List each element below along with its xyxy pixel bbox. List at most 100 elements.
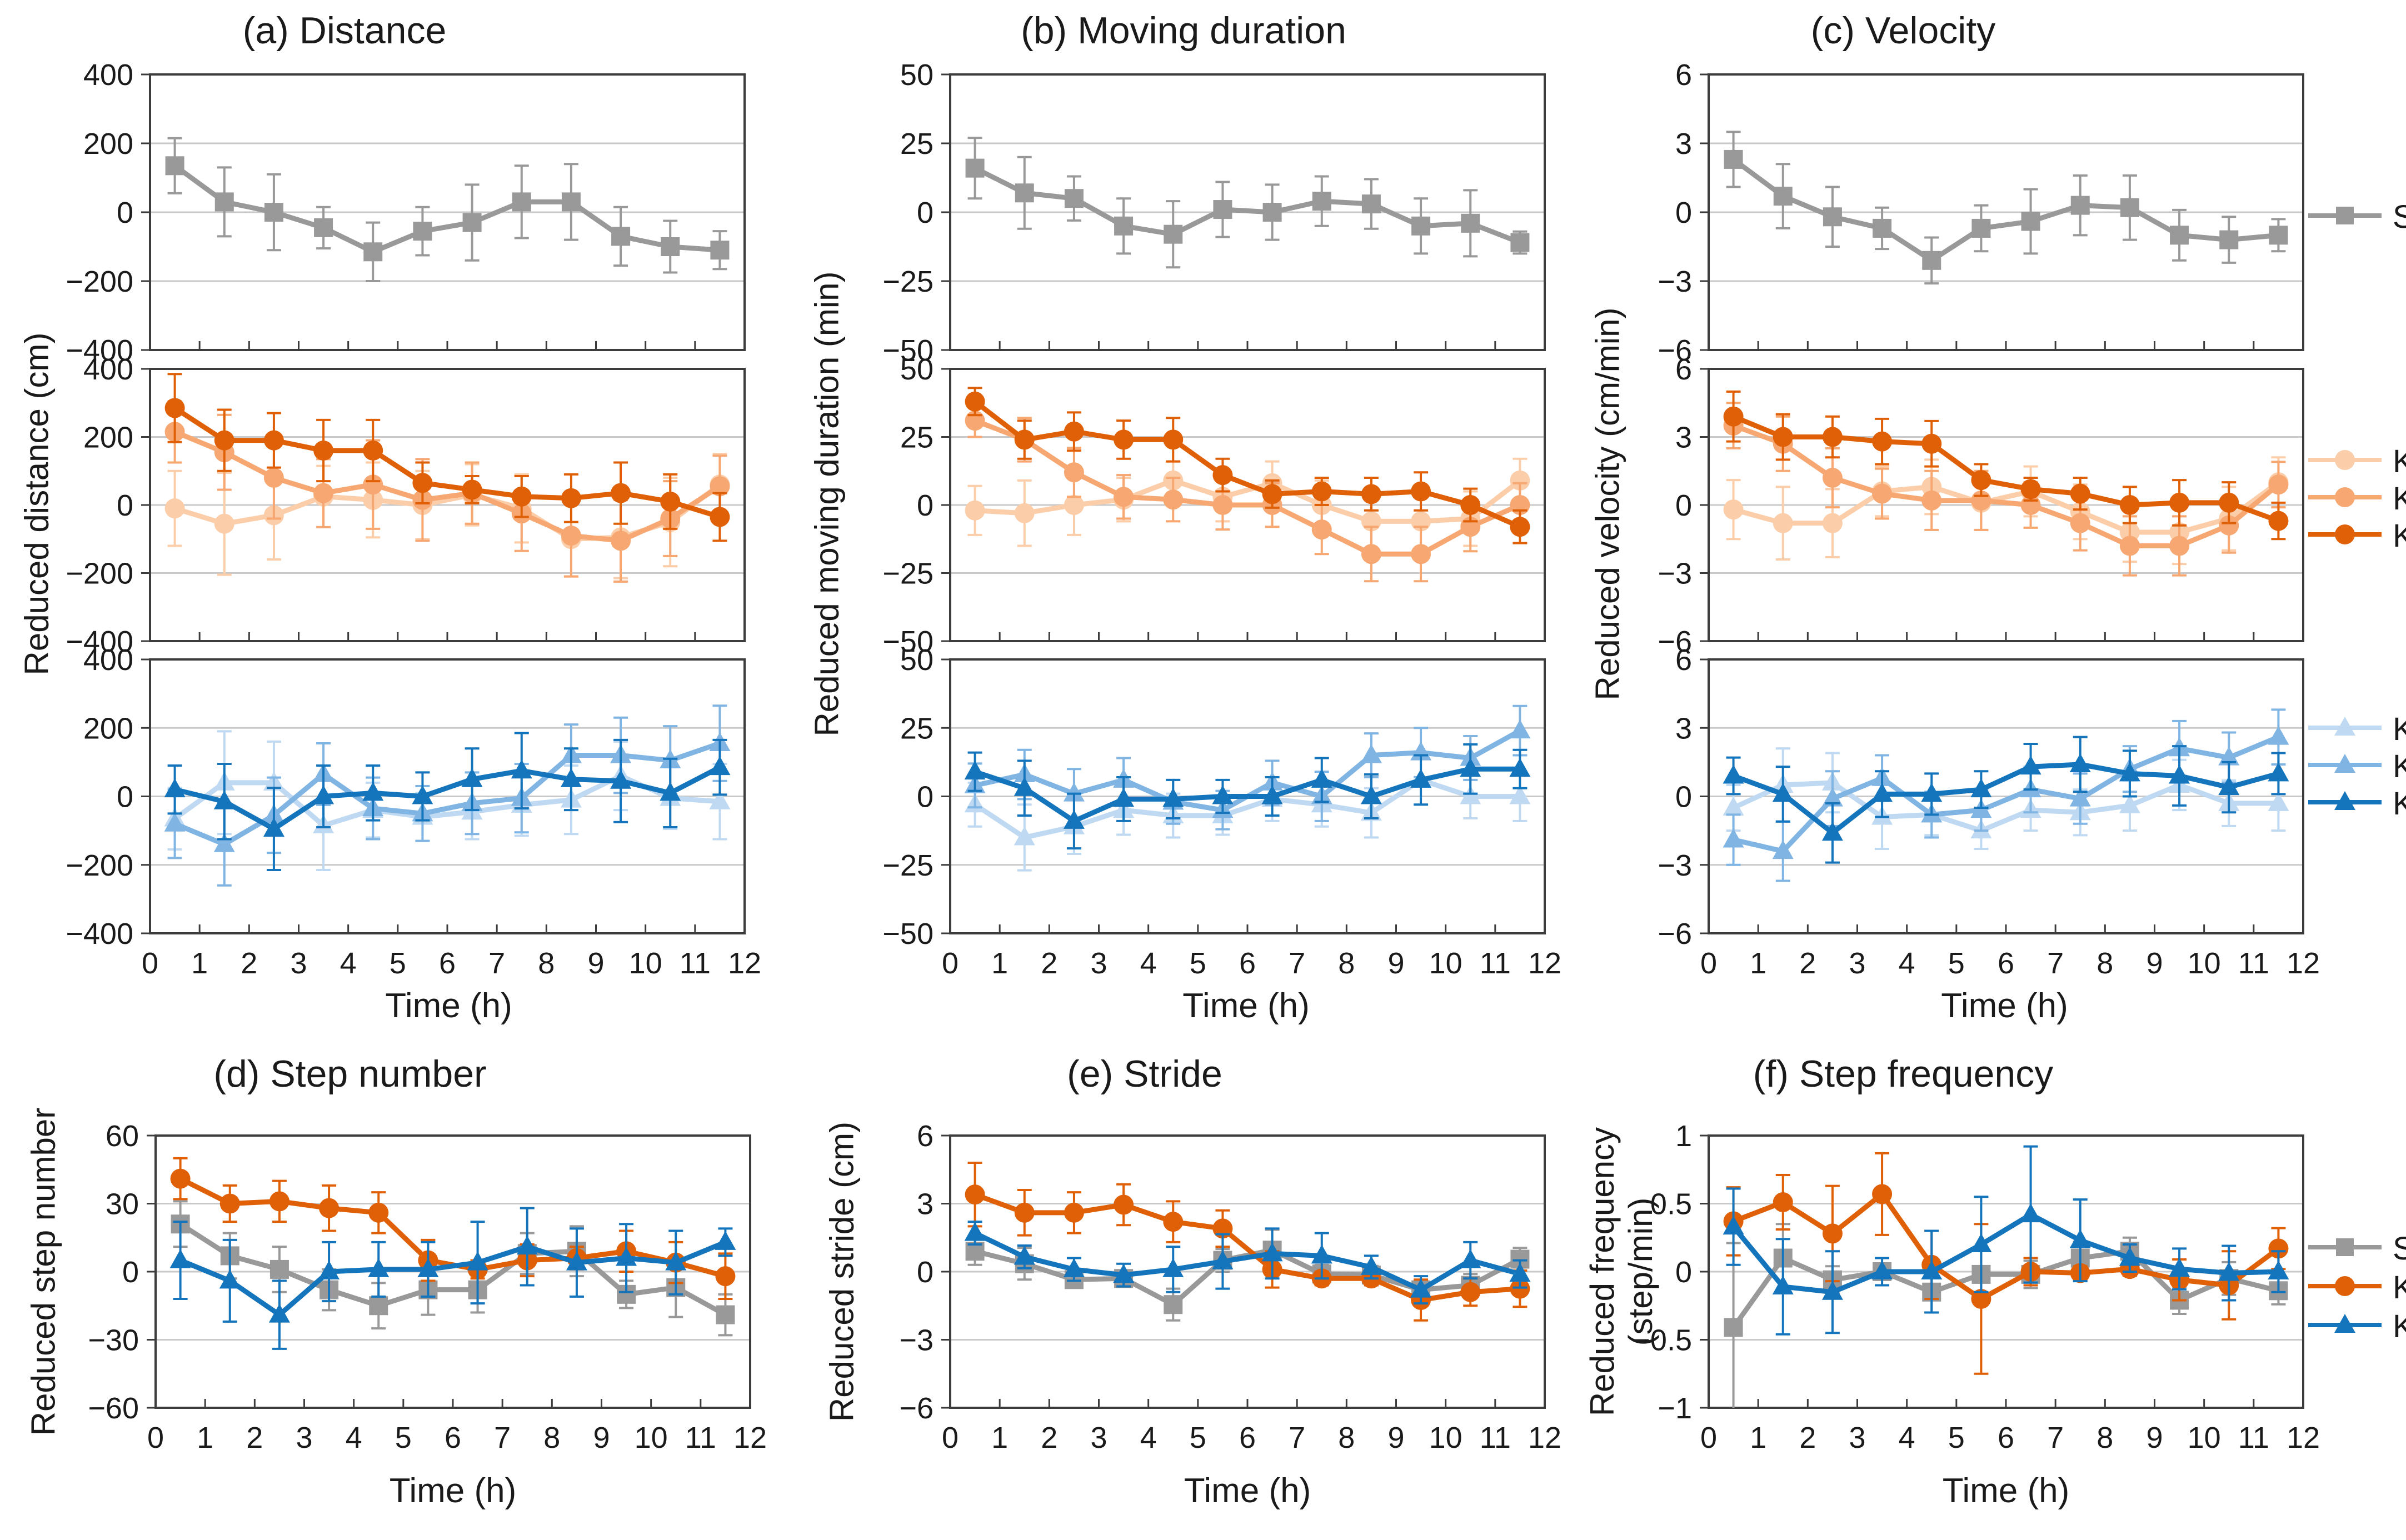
legend-item-s: S — [2306, 197, 2406, 236]
svg-text:−200: −200 — [66, 557, 133, 591]
svg-text:5: 5 — [1948, 947, 1965, 980]
svg-text:7: 7 — [1289, 1421, 1305, 1454]
svg-text:−6: −6 — [899, 1392, 934, 1425]
svg-text:−50: −50 — [882, 334, 934, 367]
svg-text:12: 12 — [733, 1421, 767, 1454]
svg-text:25: 25 — [900, 712, 934, 745]
svg-text:−400: −400 — [66, 334, 133, 367]
svg-text:0: 0 — [942, 947, 959, 980]
legend-label-s: S — [2393, 198, 2406, 235]
panel-f-chart: 1 0.5 0 −0.5 −1 0 1 2 3 4 5 6 7 8 9 10 11 12 — [1614, 1113, 2400, 1491]
svg-text:6: 6 — [917, 1119, 934, 1153]
svg-text:−6: −6 — [1658, 334, 1692, 367]
svg-text:8: 8 — [2096, 1421, 2113, 1454]
svg-text:50: 50 — [900, 353, 934, 386]
svg-text:1: 1 — [197, 1421, 213, 1454]
svg-text:9: 9 — [593, 1421, 610, 1454]
svg-text:25: 25 — [900, 127, 934, 161]
svg-text:11: 11 — [2238, 1421, 2269, 1454]
svg-text:8: 8 — [538, 947, 555, 980]
svg-text:12: 12 — [728, 947, 761, 980]
panel-d-ylabel: Reduced step number — [24, 1107, 62, 1436]
svg-text:4: 4 — [1140, 947, 1157, 980]
svg-text:0: 0 — [1675, 489, 1692, 522]
svg-text:11: 11 — [685, 1421, 716, 1454]
svg-text:5: 5 — [1190, 1421, 1206, 1454]
svg-text:7: 7 — [488, 947, 505, 980]
svg-text:−3: −3 — [1658, 557, 1692, 591]
svg-text:−3: −3 — [899, 1324, 934, 1357]
svg-text:8: 8 — [543, 1421, 560, 1454]
svg-text:0: 0 — [142, 947, 158, 980]
svg-text:3: 3 — [290, 947, 307, 980]
svg-text:1: 1 — [191, 947, 208, 980]
svg-text:10: 10 — [635, 1421, 668, 1454]
svg-text:−25: −25 — [882, 557, 934, 591]
panel-a-ylabel: Reduced distance (cm) — [18, 332, 56, 676]
svg-text:3: 3 — [296, 1421, 312, 1454]
svg-text:11: 11 — [680, 947, 711, 980]
svg-text:9: 9 — [2146, 1421, 2163, 1454]
svg-text:3: 3 — [1090, 947, 1107, 980]
svg-text:5: 5 — [395, 1421, 412, 1454]
svg-text:10: 10 — [1429, 1421, 1462, 1454]
s-series-marker-icon — [2306, 1229, 2384, 1268]
panel-c-chart: 6 3 0 −3 −6 6 3 0 −3 −6 6 3 0 −3 −6 0 1 2 3 4 5 6 7 8 9 10 11 12 — [1614, 52, 2400, 1047]
svg-text:−200: −200 — [66, 265, 133, 298]
legend-item-k2h: K2H — [2306, 784, 2406, 823]
svg-text:−6: −6 — [1658, 625, 1692, 658]
svg-text:6: 6 — [1675, 643, 1692, 677]
svg-text:0: 0 — [117, 489, 133, 522]
svg-text:−1: −1 — [1658, 1392, 1692, 1425]
svg-text:1: 1 — [991, 1421, 1008, 1454]
svg-text:1: 1 — [1750, 947, 1766, 980]
legend-label-k1h: K1H — [2393, 517, 2406, 554]
svg-text:6: 6 — [439, 947, 456, 980]
svg-text:7: 7 — [2047, 947, 2064, 980]
panel-d-xlabel: Time (h) — [389, 1472, 517, 1510]
svg-text:3: 3 — [917, 1188, 934, 1221]
svg-text:0: 0 — [147, 1421, 164, 1454]
svg-text:6: 6 — [1998, 1421, 2014, 1454]
svg-text:6: 6 — [1675, 353, 1692, 386]
svg-text:4: 4 — [1899, 1421, 1915, 1454]
svg-text:5: 5 — [390, 947, 406, 980]
svg-text:9: 9 — [1387, 1421, 1404, 1454]
svg-text:11: 11 — [2238, 947, 2269, 980]
panel-e-xlabel: Time (h) — [1184, 1472, 1311, 1510]
k2l-series-marker-icon — [2306, 710, 2384, 748]
svg-text:12: 12 — [1528, 947, 1561, 980]
legend-label-f-k2h: K2H — [2393, 1308, 2406, 1344]
svg-text:7: 7 — [2047, 1421, 2064, 1454]
svg-text:50: 50 — [900, 643, 934, 677]
legend-item-k2l: K2L — [2306, 709, 2406, 748]
svg-text:0: 0 — [917, 196, 934, 229]
svg-text:2: 2 — [1041, 1421, 1057, 1454]
legend-item-k1m: K1M — [2306, 479, 2406, 518]
svg-text:−400: −400 — [66, 917, 133, 951]
svg-text:−30: −30 — [88, 1324, 139, 1357]
svg-text:6: 6 — [1239, 947, 1256, 980]
svg-text:0: 0 — [1675, 1256, 1692, 1289]
legend-label-f-s: S — [2393, 1230, 2406, 1267]
svg-text:3: 3 — [1090, 1421, 1107, 1454]
panel-c-title: (c) Velocity — [1810, 9, 1996, 52]
panel-a-title: (a) Distance — [242, 9, 447, 52]
legend-item-k1l: K1L — [2306, 442, 2406, 481]
panel-b-title: (b) Moving duration — [1021, 9, 1346, 52]
svg-text:4: 4 — [346, 1421, 362, 1454]
svg-text:1: 1 — [1750, 1421, 1766, 1454]
legend-item-k2m: K2M — [2306, 747, 2406, 786]
svg-text:0: 0 — [117, 196, 133, 229]
svg-text:9: 9 — [2146, 947, 2163, 980]
k1h-series-marker-icon — [2306, 517, 2384, 555]
panel-c-xlabel: Time (h) — [1941, 987, 2068, 1025]
svg-text:5: 5 — [1190, 947, 1206, 980]
svg-text:7: 7 — [494, 1421, 511, 1454]
svg-text:400: 400 — [83, 643, 133, 677]
svg-text:3: 3 — [1675, 127, 1692, 161]
svg-text:6: 6 — [445, 1421, 461, 1454]
svg-text:11: 11 — [1480, 947, 1511, 980]
svg-text:4: 4 — [340, 947, 357, 980]
